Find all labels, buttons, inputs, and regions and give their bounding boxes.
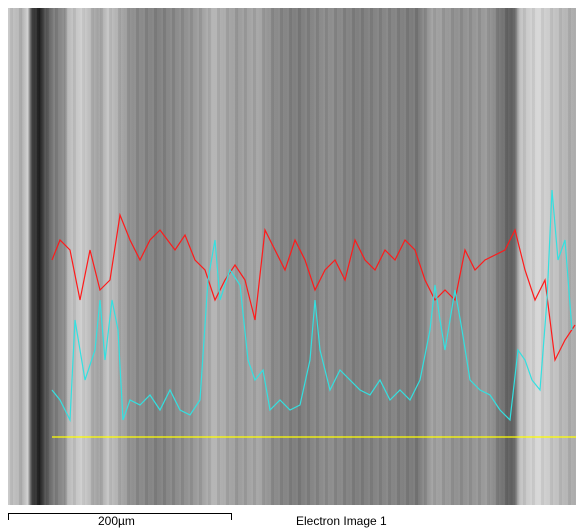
cyan-trace: [52, 190, 572, 420]
image-caption: Electron Image 1: [296, 514, 387, 528]
page: 200µm Electron Image 1 (() => { const da…: [0, 0, 576, 530]
scale-bar-label: 200µm: [98, 514, 135, 528]
line-scan-overlay: [0, 0, 576, 506]
red-trace: [52, 215, 575, 360]
